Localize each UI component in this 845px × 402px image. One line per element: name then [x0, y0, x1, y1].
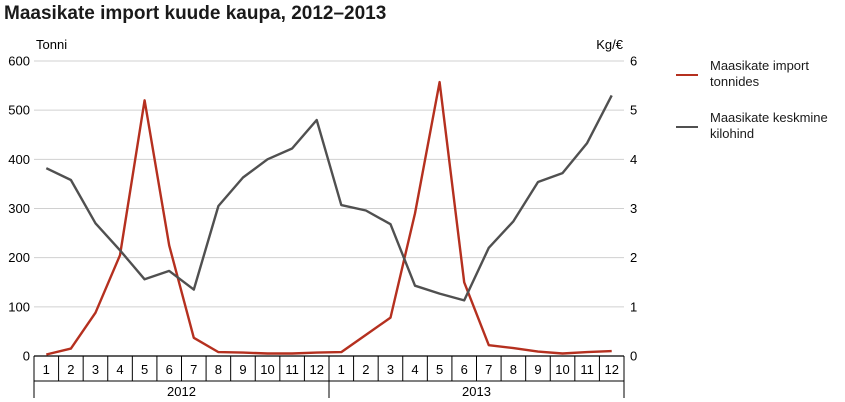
y-tick-label: 400 [8, 152, 30, 167]
y-axis-ticks: 0 100 200 300 400 500 600 [8, 54, 30, 364]
y-tick-label: 300 [8, 201, 30, 216]
y2-tick-label: 1 [630, 299, 637, 314]
x-tick-label: 11 [285, 362, 299, 377]
x-tick-label: 11 [580, 362, 594, 377]
y2-tick-label: 4 [630, 152, 637, 167]
y2-tick-label: 3 [630, 201, 637, 216]
x-tick-label: 12 [604, 362, 618, 377]
y-tick-label: 100 [8, 299, 30, 314]
y-axis-title: Tonni [36, 37, 67, 52]
x-tick-label: 6 [461, 362, 468, 377]
x-tick-label: 4 [116, 362, 123, 377]
y2-axis-ticks: 0 1 2 3 4 5 6 [630, 54, 637, 364]
x-group-label: 2013 [462, 384, 491, 399]
series-lines [45, 80, 613, 356]
x-tick-label: 3 [92, 362, 99, 377]
x-tick-label: 4 [411, 362, 418, 377]
x-tick-label: 8 [215, 362, 222, 377]
x-tick-label: 2 [67, 362, 74, 377]
x-tick-label: 12 [309, 362, 323, 377]
y2-tick-label: 0 [630, 349, 637, 364]
y2-tick-label: 5 [630, 103, 637, 118]
x-group-label: 2012 [167, 384, 196, 399]
legend-swatch-import [676, 74, 698, 76]
x-tick-label: 10 [555, 362, 569, 377]
series-line-0 [46, 80, 612, 356]
x-tick-label: 10 [260, 362, 274, 377]
x-tick-label: 7 [485, 362, 492, 377]
x-tick-label: 2 [362, 362, 369, 377]
x-tick-label: 7 [190, 362, 197, 377]
legend-label-price: Maasikate keskmine kilohind [710, 110, 828, 141]
legend-label-import: Maasikate import tonnides [710, 58, 809, 89]
chart-title: Maasikate import kuude kaupa, 2012–2013 [4, 3, 387, 24]
y-tick-label: 500 [8, 103, 30, 118]
legend: Maasikate import tonnides Maasikate kesk… [676, 58, 841, 162]
x-tick-label: 8 [510, 362, 517, 377]
series-line-1 [45, 94, 613, 302]
y2-axis-title: Kg/€ [596, 37, 624, 52]
legend-item-price: Maasikate keskmine kilohind [676, 110, 841, 142]
x-tick-label: 3 [387, 362, 394, 377]
x-tick-label: 1 [43, 362, 50, 377]
x-tick-label: 5 [436, 362, 443, 377]
y-tick-label: 0 [23, 349, 30, 364]
y-tick-label: 200 [8, 250, 30, 265]
x-tick-label: 1 [338, 362, 345, 377]
legend-item-import: Maasikate import tonnides [676, 58, 841, 90]
x-tick-label: 5 [141, 362, 148, 377]
y2-tick-label: 2 [630, 250, 637, 265]
x-tick-label: 9 [534, 362, 541, 377]
x-tick-label: 9 [239, 362, 246, 377]
legend-swatch-price [676, 126, 698, 128]
y2-tick-label: 6 [630, 54, 637, 69]
y-tick-label: 600 [8, 54, 30, 69]
x-tick-label: 6 [166, 362, 173, 377]
